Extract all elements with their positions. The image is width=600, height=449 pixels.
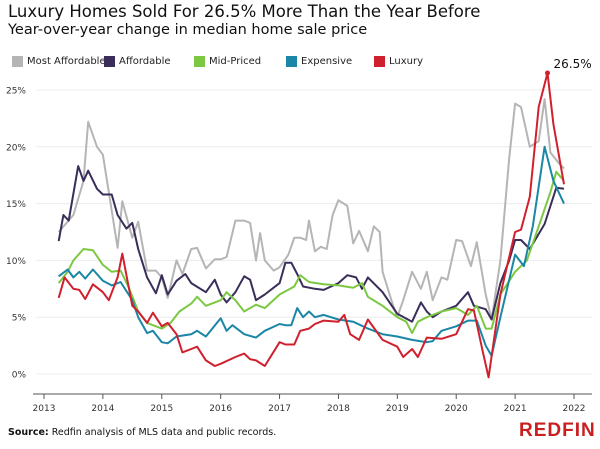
x-tick-label: 2021 [504,404,527,414]
series-line-mid-priced [57,170,565,335]
y-tick-label: 15% [6,200,26,210]
legend-item-affordable: Affordable [104,56,171,67]
x-tick-label: 2013 [33,404,56,414]
series-line-affordable [57,165,565,323]
peak-annotation: 26.5% [554,57,592,71]
legend-item-expensive: Expensive [286,56,352,67]
legend-swatch [104,56,115,67]
source-text: Redfin analysis of MLS data and public r… [48,427,277,438]
legend-label: Affordable [119,56,171,67]
legend-item-mid-priced: Mid-Priced [194,56,261,67]
legend-swatch [374,56,385,67]
y-tick-label: 10% [6,257,26,267]
legend-item-most-affordable: Most Affordable [12,56,106,67]
source-label: Source: [8,427,49,438]
source-note: Source: Redfin analysis of MLS data and … [8,427,276,438]
legend-label: Most Affordable [27,56,106,67]
legend-label: Luxury [389,56,424,67]
peak-marker [545,70,550,76]
legend-swatch [286,56,297,67]
redfin-logo: REDFIN [519,420,596,441]
series-line-luxury [57,72,565,379]
legend-label: Mid-Priced [209,56,262,67]
chart-title: Luxury Homes Sold For 26.5% More Than th… [8,2,481,21]
y-tick-label: 25% [6,87,26,97]
y-tick-label: 20% [6,143,26,153]
legend-label: Expensive [301,56,353,67]
x-tick-label: 2017 [268,404,291,414]
y-tick-label: 5% [12,314,27,324]
series-line-most-affordable [57,98,565,321]
x-tick-label: 2019 [386,404,409,414]
x-tick-label: 2014 [91,404,114,414]
legend-item-luxury: Luxury [374,56,423,67]
x-tick-label: 2020 [445,404,468,414]
x-tick-label: 2016 [209,404,232,414]
x-tick-label: 2015 [150,404,173,414]
legend-swatch [194,56,205,67]
chart-subtitle: Year-over-year change in median home sal… [8,22,368,38]
y-tick-label: 0% [12,371,27,381]
x-tick-label: 2018 [327,404,350,414]
series-line-expensive [58,145,565,357]
legend-swatch [12,56,23,67]
x-tick-label: 2022 [563,404,586,414]
